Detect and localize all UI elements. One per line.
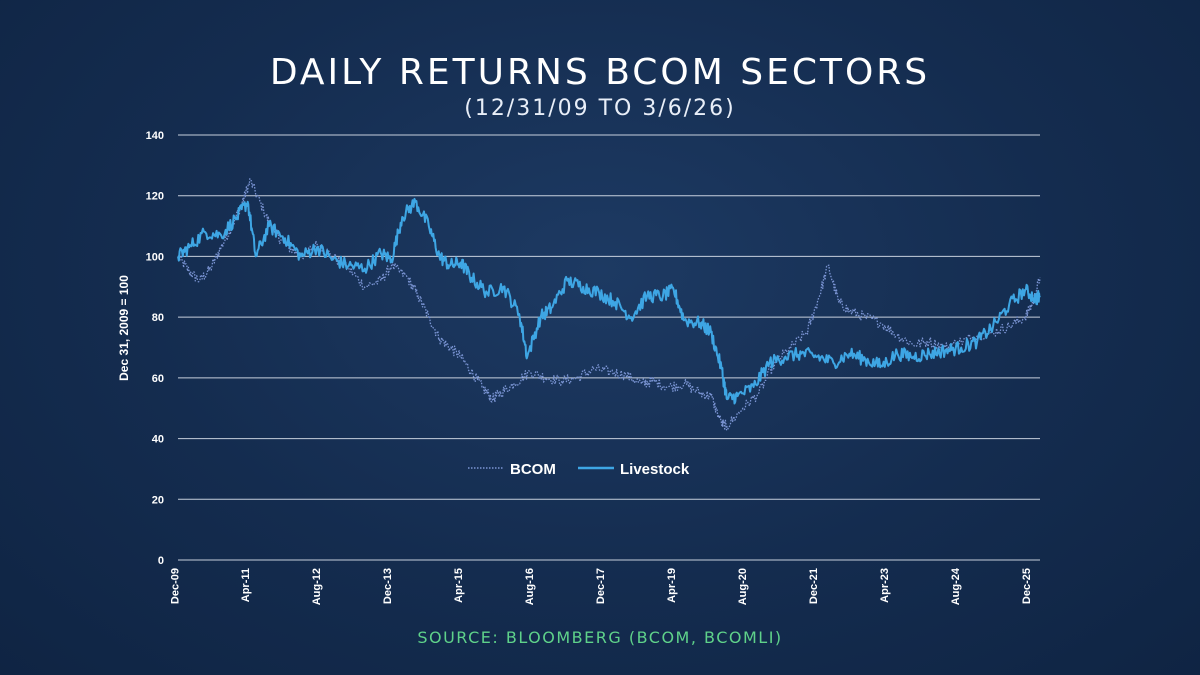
y-tick-labels: 0 20 40 60 80 100 120 140 (146, 130, 164, 567)
y-tick-label: 40 (152, 434, 164, 446)
x-tick-label: Dec-25 (1021, 568, 1033, 604)
x-tick-label: Aug-20 (737, 568, 749, 605)
series-lines (177, 178, 1041, 431)
x-tick-label: Aug-24 (950, 567, 962, 605)
x-tick-label: Dec-13 (382, 568, 394, 604)
series-line-livestock (177, 197, 1041, 405)
chart-subtitle: (12/31/09 TO 3/6/26) (464, 96, 736, 121)
y-tick-label: 120 (146, 191, 164, 203)
y-tick-label: 20 (152, 494, 164, 506)
chart-title: DAILY RETURNS BCOM SECTORS (269, 52, 931, 93)
legend-label-bcom: BCOM (510, 461, 556, 478)
x-tick-label: Apr-23 (879, 568, 891, 603)
series-line-bcom (177, 178, 1041, 431)
x-tick-label: Apr-19 (666, 568, 678, 603)
y-tick-label: 60 (152, 373, 164, 385)
x-tick-labels: Dec-09 Apr-11 Aug-12 Dec-13 Apr-15 Aug-16 Dec-… (169, 567, 1033, 605)
legend: BCOM Livestock (468, 461, 690, 478)
x-tick-label: Dec-17 (595, 568, 607, 604)
source-note: SOURCE: BLOOMBERG (BCOM, BCOMLI) (417, 628, 783, 647)
legend-label-livestock: Livestock (620, 461, 690, 478)
x-tick-label: Apr-15 (453, 568, 465, 603)
x-tick-label: Dec-21 (808, 568, 820, 604)
y-tick-label: 80 (152, 312, 164, 324)
x-tick-label: Aug-16 (524, 568, 536, 605)
y-tick-label: 140 (146, 130, 164, 142)
y-tick-label: 0 (158, 555, 164, 567)
y-axis-label: Dec 31, 2009 = 100 (117, 275, 131, 381)
x-tick-label: Apr-11 (240, 568, 252, 602)
x-tick-label: Dec-09 (169, 568, 181, 604)
y-tick-label: 100 (146, 251, 164, 263)
gridlines (178, 134, 1040, 561)
x-tick-label: Aug-12 (311, 568, 323, 605)
